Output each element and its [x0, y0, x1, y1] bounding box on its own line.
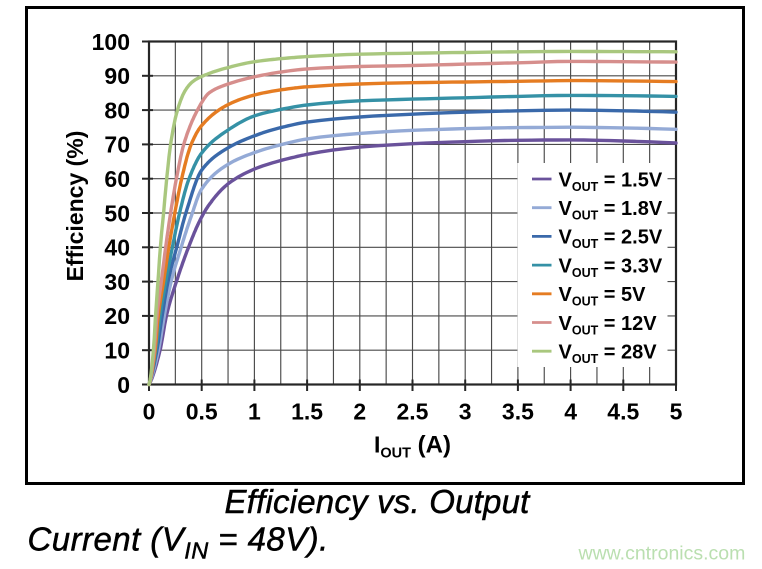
svg-text:90: 90 [104, 63, 130, 89]
svg-text:VOUT = 2.5V: VOUT = 2.5V [559, 227, 663, 252]
svg-text:3: 3 [459, 399, 472, 425]
svg-text:60: 60 [104, 166, 130, 192]
svg-text:www.cntronics.com: www.cntronics.com [578, 543, 746, 565]
svg-text:80: 80 [104, 97, 130, 123]
svg-text:0: 0 [143, 399, 156, 425]
svg-text:Efficiency vs. Output: Efficiency vs. Output [225, 483, 532, 520]
svg-text:VOUT = 5V: VOUT = 5V [559, 284, 647, 309]
svg-text:3.5: 3.5 [502, 399, 534, 425]
svg-text:30: 30 [104, 269, 130, 295]
svg-text:10: 10 [104, 338, 130, 364]
svg-text:1.5: 1.5 [291, 399, 323, 425]
svg-text:50: 50 [104, 200, 130, 226]
svg-text:Efficiency (%): Efficiency (%) [62, 131, 88, 282]
svg-text:2.5: 2.5 [397, 399, 429, 425]
svg-text:2: 2 [353, 399, 366, 425]
svg-text:Current (VIN = 48V).: Current (VIN = 48V). [28, 521, 329, 564]
svg-text:VOUT = 1.5V: VOUT = 1.5V [559, 169, 663, 194]
svg-text:VOUT = 12V: VOUT = 12V [559, 313, 658, 338]
svg-text:40: 40 [104, 235, 130, 261]
svg-text:5: 5 [670, 399, 683, 425]
svg-text:1: 1 [248, 399, 261, 425]
svg-text:4.5: 4.5 [607, 399, 639, 425]
svg-text:0.5: 0.5 [186, 399, 218, 425]
svg-text:100: 100 [92, 29, 130, 55]
svg-text:IOUT (A): IOUT (A) [374, 432, 451, 462]
svg-text:4: 4 [564, 399, 577, 425]
svg-text:0: 0 [117, 372, 130, 398]
svg-text:70: 70 [104, 132, 130, 158]
svg-text:20: 20 [104, 303, 130, 329]
